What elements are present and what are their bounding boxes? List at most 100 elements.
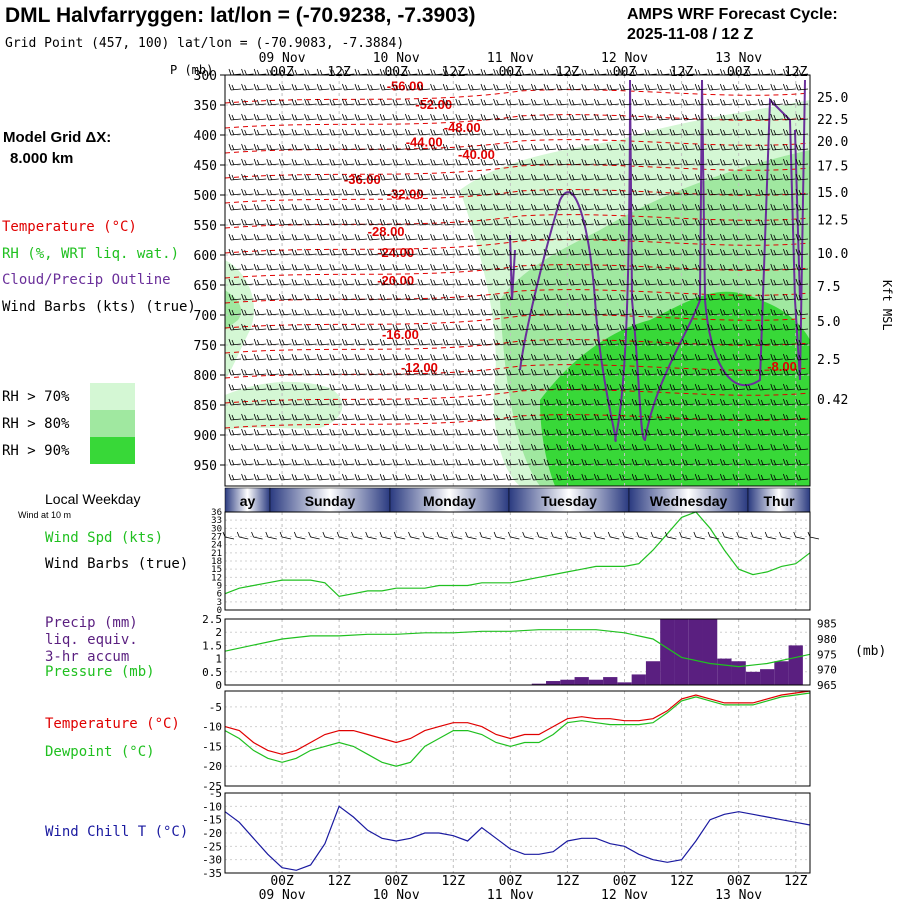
- wind-barb: [430, 323, 443, 331]
- wind-barb: [606, 248, 620, 256]
- wind-barb: [304, 143, 317, 151]
- wind-barb: [707, 203, 720, 211]
- wind-barb: [304, 98, 317, 106]
- wind-barb: [682, 263, 695, 271]
- wind-barb: [594, 473, 607, 481]
- wind-barb: [581, 188, 594, 196]
- wind-barb: [657, 278, 670, 286]
- wind-barb: [694, 263, 708, 271]
- wind-barb: [379, 338, 393, 346]
- wind-barb: [568, 248, 582, 256]
- wind-barb: [468, 188, 481, 196]
- wind-barb: [644, 113, 657, 121]
- wind-barb: [745, 368, 758, 376]
- wind-barb: [543, 278, 557, 286]
- wind-barb: [493, 188, 506, 196]
- wind-barb: [430, 413, 443, 421]
- wind-barb: [468, 158, 481, 166]
- wind-barb: [568, 203, 582, 211]
- wind-tick-label: 6: [217, 590, 222, 600]
- wind-barb: [518, 263, 531, 271]
- wind-barb: [606, 158, 620, 166]
- wind-barb: [417, 203, 431, 211]
- wind-barb: [316, 443, 330, 451]
- wind-barb: [468, 308, 481, 316]
- wind-barb: [430, 203, 443, 211]
- wind-barb: [505, 188, 519, 196]
- wind-barb: [694, 98, 708, 106]
- wind-barb: [417, 83, 431, 91]
- wind-barb: [518, 428, 531, 436]
- rh-swatch-2: [90, 410, 135, 437]
- wind-barb: [455, 278, 468, 286]
- wind-barb: [329, 428, 342, 436]
- wind-barb: [266, 158, 279, 166]
- wind-barb: [644, 263, 657, 271]
- wind-barb: [619, 278, 632, 286]
- wind-barb: [720, 173, 733, 181]
- wind-barb: [342, 443, 355, 451]
- wind-barb: [568, 113, 582, 121]
- wind-barb: [581, 308, 594, 316]
- wind-barb: [354, 98, 368, 106]
- wind-barb: [480, 368, 494, 376]
- isotherm-line: [224, 214, 811, 229]
- wind-barb: [241, 443, 254, 451]
- pressure-tick-label: 900: [194, 429, 217, 444]
- surface-wind-barb: [265, 531, 277, 540]
- isotherm-label: -8.00: [767, 359, 797, 374]
- wind-barb: [405, 293, 418, 301]
- wind-barb: [291, 428, 305, 436]
- pressure-tick-label: 450: [194, 159, 217, 174]
- wind-barb: [493, 338, 506, 346]
- wind-barb: [732, 383, 746, 391]
- wind-barb: [732, 83, 746, 91]
- wind-barb: [669, 308, 683, 316]
- wind-barb: [594, 113, 607, 121]
- pressure-tick-label: 400: [194, 129, 217, 144]
- surface-wind-barb: [322, 531, 334, 540]
- isotherm-line: [224, 314, 811, 329]
- wind-barb: [430, 98, 443, 106]
- bottom-time-label: 12Z: [556, 874, 580, 889]
- wind-barb: [732, 128, 746, 136]
- height-tick-label: 10.0: [817, 247, 848, 262]
- wind-barb: [518, 203, 531, 211]
- precip-bar: [660, 619, 675, 685]
- wind-barb: [757, 428, 771, 436]
- wind-barb: [291, 128, 305, 136]
- wind-barb: [329, 143, 342, 151]
- wind-barb: [329, 278, 342, 286]
- wind-barb: [379, 203, 393, 211]
- wind-barb: [430, 173, 443, 181]
- wind-barb: [505, 278, 519, 286]
- wind-barb: [266, 203, 279, 211]
- wind-barb: [518, 233, 531, 241]
- wind-barb: [367, 323, 380, 331]
- wind-barb: [694, 173, 708, 181]
- wind-barb: [329, 308, 342, 316]
- wind-barb: [329, 383, 342, 391]
- pressure-tick-label: 550: [194, 219, 217, 234]
- wind-barb: [783, 413, 796, 421]
- wind-barb: [367, 233, 380, 241]
- wind-barb: [430, 398, 443, 406]
- wind-barb: [518, 158, 531, 166]
- wind-barb: [531, 413, 544, 421]
- wind-barb: [770, 218, 783, 226]
- wind-barb: [279, 248, 292, 256]
- wind-barb: [405, 203, 418, 211]
- wind-barb: [694, 218, 708, 226]
- wind-barb: [354, 293, 368, 301]
- wind-barb: [745, 308, 758, 316]
- wind-barb: [581, 113, 594, 121]
- wind-barb: [354, 443, 368, 451]
- isotherm-label: -24.00: [377, 245, 414, 260]
- wind-barb: [367, 203, 380, 211]
- wind-barb: [455, 188, 468, 196]
- wind-barb: [745, 218, 758, 226]
- wind-barb: [329, 173, 342, 181]
- legend-cloud-outline: Cloud/Precip Outline: [2, 272, 171, 288]
- wind-barb: [279, 98, 292, 106]
